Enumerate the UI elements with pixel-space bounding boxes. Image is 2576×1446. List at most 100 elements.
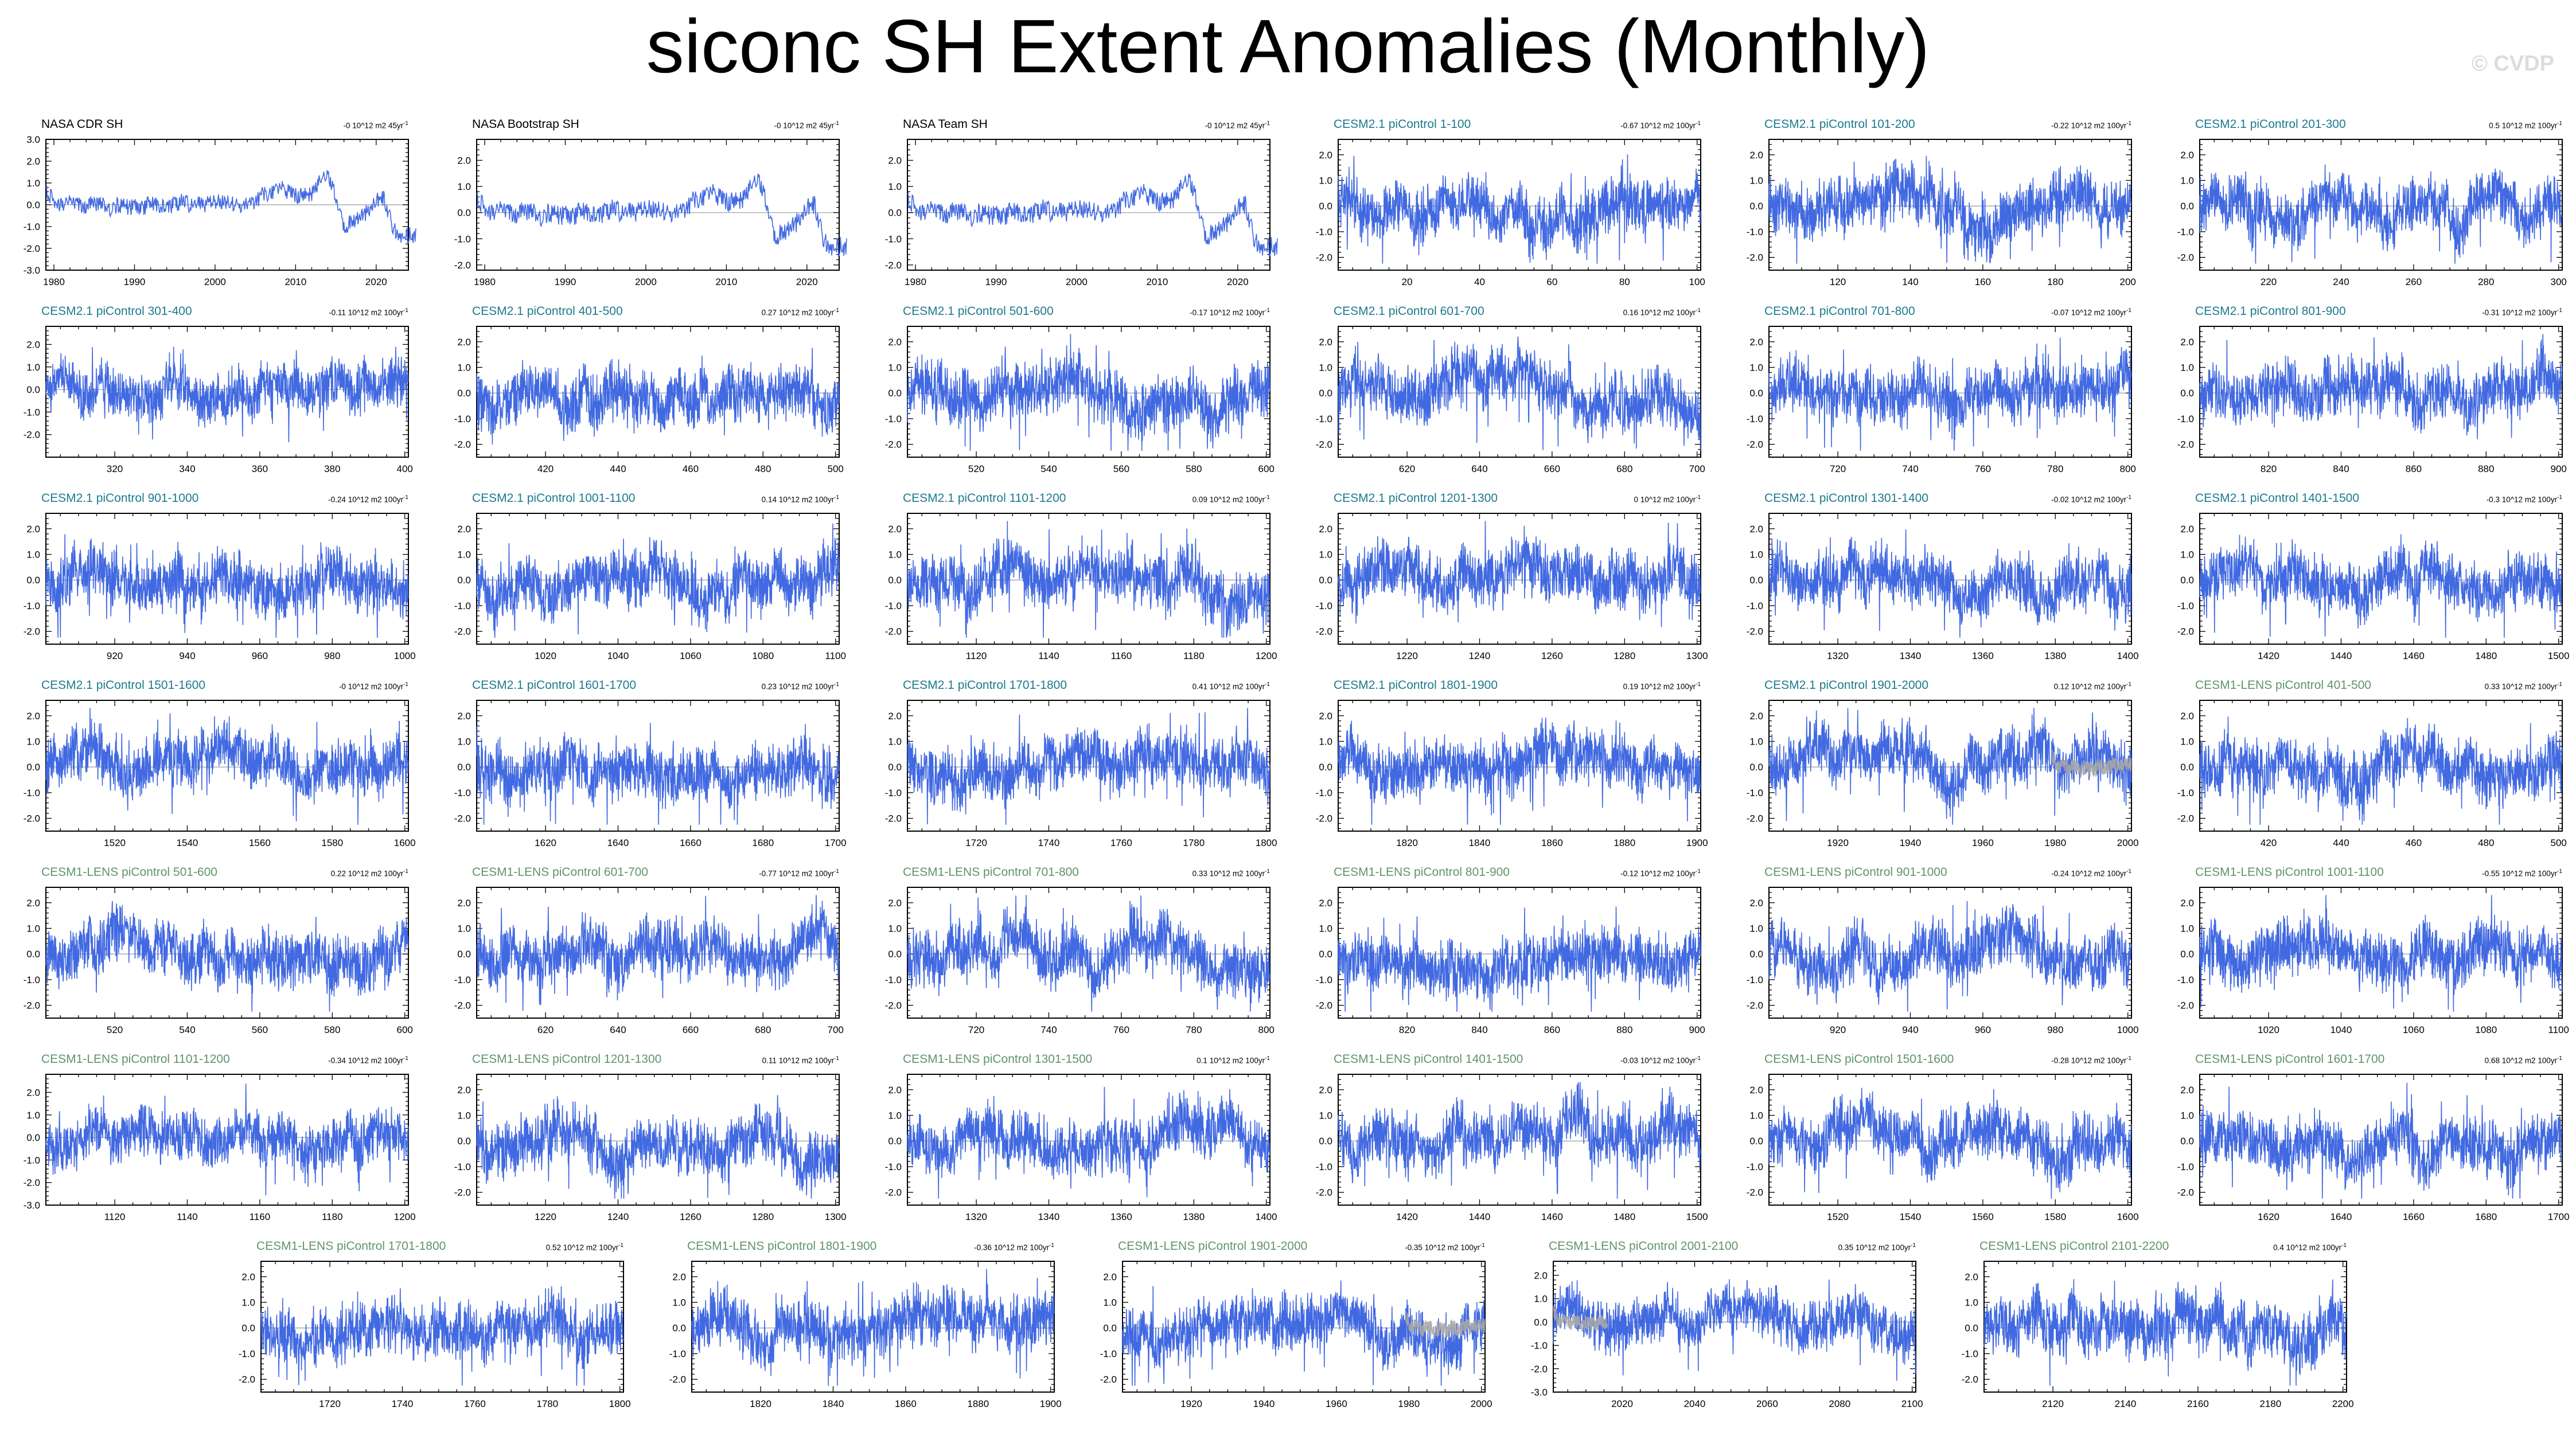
x-tick-label: 2200 xyxy=(2332,1398,2354,1409)
y-tick-label: -2.0 xyxy=(1531,1363,1548,1374)
x-tick-label: 580 xyxy=(1186,463,1202,474)
y-tick-label: -2.0 xyxy=(885,626,902,637)
y-tick-label: 2.0 xyxy=(888,524,902,535)
x-tick-label: 1480 xyxy=(2475,650,2497,661)
y-tick-label: 0.0 xyxy=(1749,388,1763,399)
y-tick-label: 2.0 xyxy=(457,337,471,348)
series-line xyxy=(45,534,409,638)
x-tick-label: 380 xyxy=(324,463,340,474)
y-tick-label: 1.0 xyxy=(2180,176,2194,186)
y-tick-label: -1.0 xyxy=(239,1348,255,1359)
x-tick-label: 940 xyxy=(1902,1024,1918,1035)
y-tick-label: -2.0 xyxy=(1747,626,1763,637)
y-tick-label: 1.0 xyxy=(26,736,40,747)
watermark: © CVDP xyxy=(2471,52,2554,76)
x-tick-label: 40 xyxy=(1474,276,1485,287)
chart-panel: CESM2.1 piControl 1201-1300 0 10^12 m2 10… xyxy=(1292,484,1724,671)
x-tick-label: 880 xyxy=(1616,1024,1632,1035)
x-tick-label: 560 xyxy=(252,1024,268,1035)
x-tick-label: 980 xyxy=(2047,1024,2063,1035)
x-tick-label: 1120 xyxy=(104,1211,126,1222)
trend-value: 0.5 10^12 m2 100yr xyxy=(2489,121,2558,130)
y-tick-label: 1.0 xyxy=(1749,363,1763,373)
trend-value: -0.34 10^12 m2 100yr xyxy=(328,1056,404,1065)
x-tick-label: 860 xyxy=(2406,463,2422,474)
y-tick-label: 1.0 xyxy=(888,181,902,192)
x-tick-label: 1100 xyxy=(2548,1024,2569,1035)
x-tick-label: 120 xyxy=(1830,276,1846,287)
y-tick-label: 2.0 xyxy=(672,1272,686,1283)
y-tick-label: -1.0 xyxy=(454,788,471,798)
chart-panel: CESM2.1 piControl 801-900 -0.31 10^12 m2 … xyxy=(2154,297,2576,484)
panel-title: CESM2.1 piControl 1501-1600 xyxy=(41,679,206,692)
trend-exponent: -1 xyxy=(1696,120,1701,127)
y-tick-label: 2.0 xyxy=(1319,337,1332,348)
x-tick-label: 1040 xyxy=(607,650,629,661)
panel-plot: -2.0 -1.0 0.0 1.0 2.0 1520 1540 1560 1580 1600 xyxy=(24,700,416,848)
panel-plot: -2.0 -1.0 0.0 1.0 2.0 1980 1990 2000 2010 2020 xyxy=(454,139,847,287)
trend-value: -0.35 10^12 m2 100yr xyxy=(1405,1243,1480,1252)
trend-label: -0.34 10^12 m2 100yr-1 xyxy=(328,1055,408,1065)
x-tick-label: 1940 xyxy=(1253,1398,1275,1409)
y-tick-label: -1.0 xyxy=(2177,788,2194,798)
chart-panel: CESM2.1 piControl 1901-2000 0.12 10^12 m2… xyxy=(1723,671,2154,858)
y-tick-label: 2.0 xyxy=(1103,1272,1117,1283)
y-tick-label: -1.0 xyxy=(1747,788,1763,798)
y-tick-label: 1.0 xyxy=(2180,549,2194,560)
panel-title: CESM2.1 piControl 1601-1700 xyxy=(472,679,637,692)
trend-exponent: -1 xyxy=(1265,681,1270,688)
trend-label: 0.33 10^12 m2 100yr-1 xyxy=(2485,681,2562,691)
x-tick-label: 720 xyxy=(968,1024,984,1035)
y-tick-label: 2.0 xyxy=(1965,1272,1978,1283)
x-tick-label: 1460 xyxy=(2403,650,2425,661)
series-line xyxy=(2199,534,2563,638)
trend-value: 0.22 10^12 m2 100yr xyxy=(330,869,404,878)
trend-value: 0.19 10^12 m2 100yr xyxy=(1623,682,1696,691)
y-tick-label: -1.0 xyxy=(885,414,902,424)
x-tick-label: 660 xyxy=(1544,463,1560,474)
y-tick-label: -1.0 xyxy=(1316,975,1332,985)
x-tick-label: 1620 xyxy=(2258,1211,2279,1222)
panel-title: CESM1-LENS piControl 1101-1200 xyxy=(41,1053,230,1066)
trend-label: 0.16 10^12 m2 100yr-1 xyxy=(1623,307,1701,317)
y-tick-label: 2.0 xyxy=(2180,524,2194,535)
y-tick-label: -1.0 xyxy=(2177,975,2194,985)
y-tick-label: 2.0 xyxy=(2180,1085,2194,1096)
y-tick-label: 1.0 xyxy=(1965,1297,1978,1308)
x-tick-label: 1060 xyxy=(2403,1024,2425,1035)
trend-label: 0.23 10^12 m2 100yr-1 xyxy=(762,681,839,691)
panel-title: CESM1-LENS piControl 701-800 xyxy=(903,866,1079,879)
series-line xyxy=(476,173,847,258)
series-line xyxy=(1122,1280,1486,1386)
trend-exponent: -1 xyxy=(1265,1055,1270,1062)
x-tick-label: 1300 xyxy=(825,1211,847,1222)
y-tick-label: -2.0 xyxy=(454,439,471,450)
y-tick-label: -2.0 xyxy=(24,1000,40,1011)
x-tick-label: 280 xyxy=(2478,276,2494,287)
y-tick-label: 1.0 xyxy=(2180,923,2194,934)
x-tick-label: 680 xyxy=(1616,463,1632,474)
x-tick-label: 2000 xyxy=(1066,276,1088,287)
x-tick-label: 2040 xyxy=(1684,1398,1706,1409)
panel-title: CESM2.1 piControl 201-300 xyxy=(2195,118,2346,131)
trend-value: -0.03 10^12 m2 100yr xyxy=(1620,1056,1696,1065)
x-tick-label: 1900 xyxy=(1040,1398,1062,1409)
chart-panel: CESM1-LENS piControl 2001-2100 0.35 10^12… xyxy=(1507,1231,1939,1418)
panel-title: CESM1-LENS piControl 1501-1600 xyxy=(1764,1053,1954,1066)
x-tick-label: 560 xyxy=(1113,463,1129,474)
y-tick-label: -1.0 xyxy=(885,975,902,985)
trend-value: 0.33 10^12 m2 100yr xyxy=(1192,869,1265,878)
series-line xyxy=(907,895,1271,1012)
trend-exponent: -1 xyxy=(1049,1242,1054,1249)
y-tick-label: 0.0 xyxy=(888,949,902,960)
x-tick-label: 1080 xyxy=(2475,1024,2497,1035)
x-tick-label: 480 xyxy=(2478,837,2494,848)
series-line xyxy=(476,523,840,638)
x-tick-label: 580 xyxy=(324,1024,340,1035)
y-tick-label: 1.0 xyxy=(457,181,471,192)
y-tick-label: 2.0 xyxy=(1319,1085,1332,1096)
x-tick-label: 1700 xyxy=(825,837,847,848)
x-tick-label: 1440 xyxy=(2331,650,2352,661)
chart-panel: CESM2.1 piControl 701-800 -0.07 10^12 m2 … xyxy=(1723,297,2154,484)
panel-plot: -2.0 -1.0 0.0 1.0 2.0 620 640 660 680 700 xyxy=(454,887,844,1035)
